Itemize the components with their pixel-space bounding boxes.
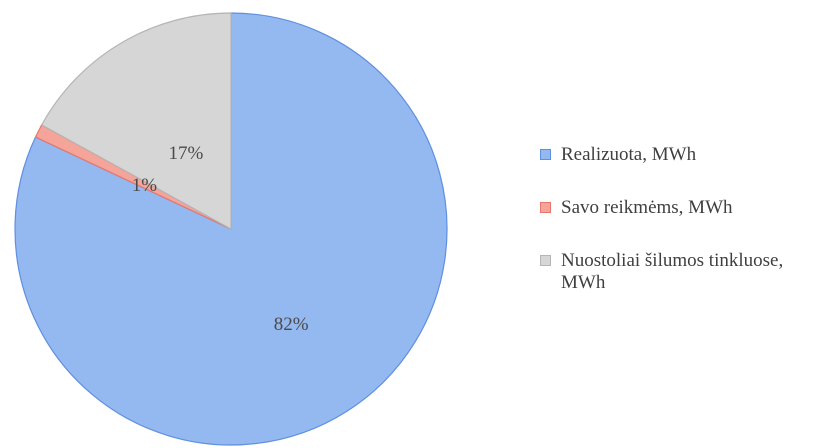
legend-item-savo-reikmems: Savo reikmėms, MWh bbox=[540, 197, 825, 219]
slice-label-savo-reikmems: 1% bbox=[132, 175, 158, 196]
slice-label-nuostoliai: 17% bbox=[169, 143, 204, 164]
legend-label-savo-reikmems: Savo reikmėms, MWh bbox=[561, 197, 733, 218]
legend-swatch-nuostoliai bbox=[540, 255, 551, 266]
legend-swatch-savo-reikmems bbox=[540, 202, 551, 213]
pie-slice-realizuota bbox=[14, 12, 448, 446]
slice-label-realizuota: 82% bbox=[274, 314, 309, 335]
pie-slices bbox=[14, 12, 448, 446]
pie-slice-nuostoliai bbox=[40, 12, 232, 231]
legend: Realizuota, MWh Savo reikmėms, MWh Nuost… bbox=[540, 144, 825, 325]
legend-label-realizuota: Realizuota, MWh bbox=[561, 144, 697, 165]
legend-swatch-realizuota bbox=[540, 149, 551, 160]
legend-item-nuostoliai: Nuostoliai šilumos tinkluose, MWh bbox=[540, 250, 825, 294]
legend-item-realizuota: Realizuota, MWh bbox=[540, 144, 825, 166]
slice-labels: 82% 1% 17% bbox=[132, 143, 309, 335]
legend-label-nuostoliai: Nuostoliai šilumos tinkluose, MWh bbox=[561, 250, 784, 293]
